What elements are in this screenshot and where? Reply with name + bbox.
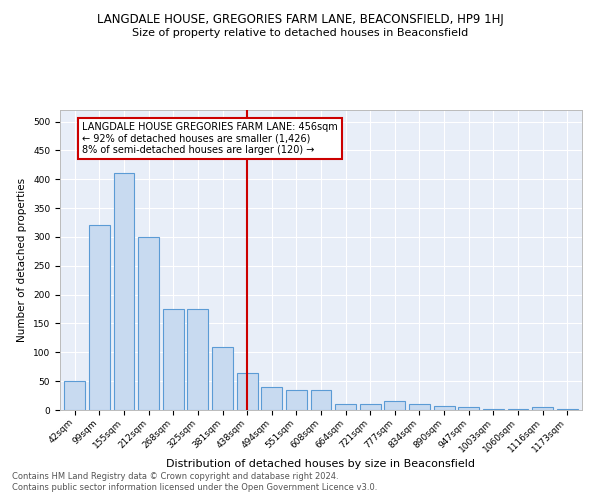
X-axis label: Distribution of detached houses by size in Beaconsfield: Distribution of detached houses by size …: [167, 460, 476, 469]
Bar: [212, 346, 233, 410]
Y-axis label: Number of detached properties: Number of detached properties: [17, 178, 28, 342]
Bar: [458, 407, 479, 410]
Bar: [89, 226, 110, 410]
Text: Size of property relative to detached houses in Beaconsfield: Size of property relative to detached ho…: [132, 28, 468, 38]
Bar: [508, 409, 529, 410]
Bar: [187, 309, 208, 410]
Bar: [138, 237, 159, 410]
Bar: [113, 174, 134, 410]
Bar: [557, 409, 578, 410]
Bar: [434, 406, 455, 410]
Bar: [532, 407, 553, 410]
Bar: [385, 402, 406, 410]
Text: LANGDALE HOUSE, GREGORIES FARM LANE, BEACONSFIELD, HP9 1HJ: LANGDALE HOUSE, GREGORIES FARM LANE, BEA…: [97, 12, 503, 26]
Bar: [64, 381, 85, 410]
Bar: [311, 390, 331, 410]
Text: Contains HM Land Registry data © Crown copyright and database right 2024.: Contains HM Land Registry data © Crown c…: [12, 472, 338, 481]
Bar: [409, 404, 430, 410]
Text: Contains public sector information licensed under the Open Government Licence v3: Contains public sector information licen…: [12, 484, 377, 492]
Text: LANGDALE HOUSE GREGORIES FARM LANE: 456sqm
← 92% of detached houses are smaller : LANGDALE HOUSE GREGORIES FARM LANE: 456s…: [82, 122, 338, 154]
Bar: [163, 309, 184, 410]
Bar: [335, 404, 356, 410]
Bar: [360, 404, 381, 410]
Bar: [236, 372, 257, 410]
Bar: [286, 390, 307, 410]
Bar: [483, 409, 504, 410]
Bar: [261, 387, 282, 410]
